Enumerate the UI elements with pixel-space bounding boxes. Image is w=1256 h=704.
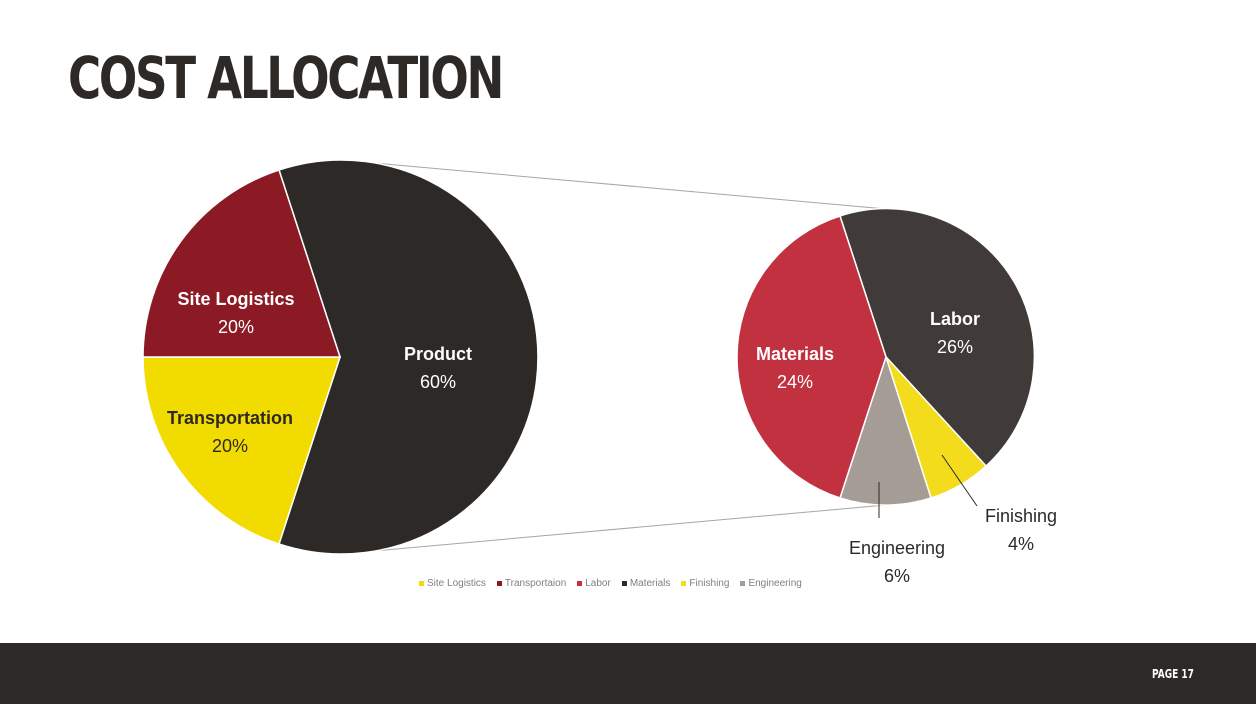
slide-title: COST ALLOCATION [68, 44, 504, 112]
label-finishing-pct: 4% [1008, 534, 1034, 554]
chart-legend: Site Logistics Transportaion Labor Mater… [419, 578, 802, 589]
label-finishing-name: Finishing [985, 506, 1057, 526]
legend-swatch-icon [577, 581, 583, 586]
connector-line-bottom [339, 504, 887, 555]
leader-line-finishing [941, 454, 978, 507]
label-product-pct: 60% [420, 372, 456, 392]
secondary-pie [736, 207, 1036, 506]
legend-item-finishing[interactable]: Finishing [681, 578, 729, 589]
legend-label: Site Logistics [427, 578, 486, 589]
legend-item-labor[interactable]: Labor [577, 578, 611, 589]
legend-item-site-logistics[interactable]: Site Logistics [419, 578, 486, 589]
slice-transportation[interactable] [142, 356, 342, 545]
legend-swatch-icon [621, 581, 627, 586]
footer-bar: PAGE 17 [0, 643, 1256, 704]
legend-swatch-icon [496, 581, 502, 586]
slice-site-logistics[interactable] [142, 169, 342, 358]
slice-materials[interactable] [736, 215, 887, 499]
slice-product[interactable] [278, 159, 539, 555]
primary-pie [142, 159, 539, 555]
connector-line-top [339, 159, 887, 210]
page-number: PAGE 17 [1152, 667, 1194, 681]
label-site-logistics-pct: 20% [218, 317, 254, 337]
label-engineering-pct: 6% [884, 566, 910, 586]
legend-label: Transportaion [504, 578, 567, 589]
label-site-logistics-name: Site Logistics [177, 289, 294, 309]
legend-label: Materials [629, 578, 671, 589]
legend-swatch-icon [419, 581, 424, 586]
slice-labor[interactable] [839, 207, 1036, 468]
label-product-name: Product [404, 344, 472, 364]
legend-item-materials[interactable]: Materials [621, 578, 671, 589]
legend-label: Engineering [748, 578, 802, 589]
legend-item-transportation[interactable]: Transportaion [496, 578, 567, 589]
legend-swatch-icon [681, 581, 687, 586]
legend-label: Labor [585, 578, 611, 589]
label-labor-name: Labor [930, 309, 980, 329]
label-engineering-name: Engineering [849, 538, 945, 558]
legend-label: Finishing [689, 578, 730, 589]
legend-item-engineering[interactable]: Engineering [740, 578, 802, 589]
label-materials-pct: 24% [777, 372, 813, 392]
label-labor-pct: 26% [937, 337, 973, 357]
label-transportation-pct: 20% [212, 436, 248, 456]
legend-swatch-icon [740, 581, 746, 586]
slice-engineering[interactable] [839, 354, 932, 506]
label-transportation-name: Transportation [167, 408, 293, 428]
label-materials-name: Materials [756, 344, 834, 364]
